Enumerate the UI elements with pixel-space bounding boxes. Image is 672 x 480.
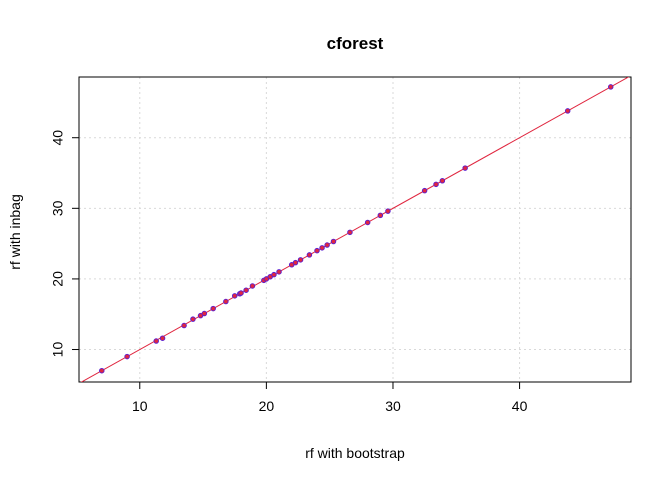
data-point-0-14 xyxy=(249,283,256,289)
data-point-0-2 xyxy=(153,338,159,344)
data-point-0-12 xyxy=(238,290,244,296)
data-point-0-24 xyxy=(314,247,320,254)
data-point-0-34 xyxy=(439,178,446,184)
data-point-0-35 xyxy=(462,165,468,171)
x-axis: 10 20 30 40 xyxy=(132,381,528,414)
data-point-0-9 xyxy=(223,298,229,305)
data-point-0-7 xyxy=(201,310,208,317)
x-tick-label-0: 10 xyxy=(132,398,148,414)
data-point-0-27 xyxy=(330,238,337,245)
y-axis: 10 20 30 40 xyxy=(50,130,80,358)
chart-title: cforest xyxy=(327,34,384,53)
data-point-0-26 xyxy=(324,242,330,248)
y-axis-label: rf with inbag xyxy=(7,194,23,269)
y-tick-label-0: 10 xyxy=(50,342,66,358)
data-point-0-5 xyxy=(190,316,196,322)
data-point-0-8 xyxy=(210,305,216,312)
data-points xyxy=(99,84,614,374)
data-point-0-33 xyxy=(433,181,439,188)
data-point-0-28 xyxy=(347,229,353,236)
data-point-0-29 xyxy=(364,219,371,226)
x-tick-label-2: 30 xyxy=(385,398,401,414)
x-tick-label-3: 40 xyxy=(512,398,528,414)
data-point-0-36 xyxy=(564,108,571,114)
data-point-0-23 xyxy=(306,252,313,258)
y-tick-label-2: 30 xyxy=(50,200,66,216)
data-point-0-19 xyxy=(276,269,282,275)
x-axis-label: rf with bootstrap xyxy=(305,445,405,461)
data-point-0-25 xyxy=(319,245,325,251)
data-point-0-22 xyxy=(297,257,304,263)
data-point-0-31 xyxy=(385,208,391,214)
data-point-0-3 xyxy=(159,335,166,341)
data-point-0-37 xyxy=(607,84,614,90)
data-point-0-1 xyxy=(124,353,130,360)
data-point-0-32 xyxy=(421,187,428,194)
data-point-0-30 xyxy=(377,212,384,219)
identity-line xyxy=(80,77,630,382)
data-point-0-18 xyxy=(271,271,277,278)
x-tick-label-1: 20 xyxy=(259,398,275,414)
data-point-0-10 xyxy=(231,293,238,299)
grid-lines xyxy=(79,77,631,382)
y-tick-label-1: 20 xyxy=(50,271,66,287)
data-point-0-13 xyxy=(243,287,249,293)
data-point-0-4 xyxy=(181,322,187,329)
reference-line xyxy=(80,77,630,382)
data-point-0-21 xyxy=(292,259,299,266)
y-tick-label-3: 40 xyxy=(50,130,66,146)
data-point-0-0 xyxy=(99,367,105,374)
